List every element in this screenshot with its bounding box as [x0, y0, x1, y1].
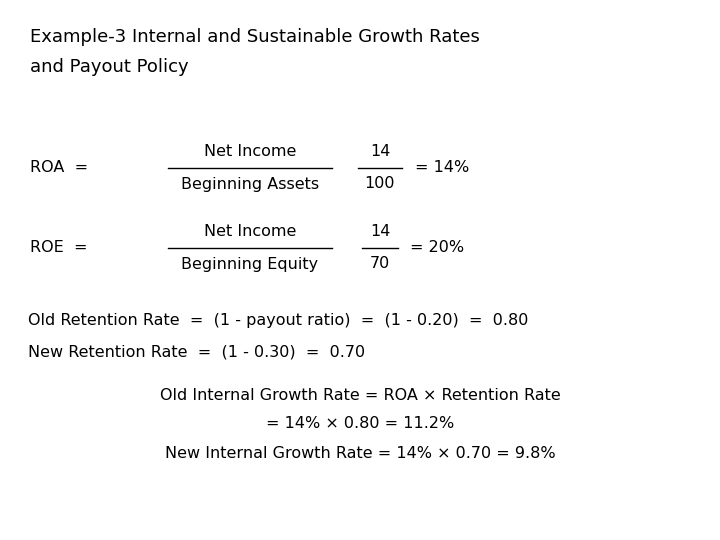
Text: Net Income: Net Income	[204, 145, 296, 159]
Text: 100: 100	[365, 177, 395, 192]
Text: 14: 14	[370, 225, 390, 240]
Text: = 14% × 0.80 = 11.2%: = 14% × 0.80 = 11.2%	[266, 415, 454, 430]
Text: New Retention Rate  =  (1 - 0.30)  =  0.70: New Retention Rate = (1 - 0.30) = 0.70	[28, 345, 365, 360]
Text: Old Retention Rate  =  (1 - payout ratio)  =  (1 - 0.20)  =  0.80: Old Retention Rate = (1 - payout ratio) …	[28, 313, 528, 327]
Text: ROA  =: ROA =	[30, 160, 88, 176]
Text: = 14%: = 14%	[415, 160, 469, 176]
Text: 70: 70	[370, 256, 390, 272]
Text: New Internal Growth Rate = 14% × 0.70 = 9.8%: New Internal Growth Rate = 14% × 0.70 = …	[165, 446, 555, 461]
Text: Example-3 Internal and Sustainable Growth Rates: Example-3 Internal and Sustainable Growt…	[30, 28, 480, 46]
Text: Beginning Assets: Beginning Assets	[181, 177, 319, 192]
Text: = 20%: = 20%	[410, 240, 464, 255]
Text: Net Income: Net Income	[204, 225, 296, 240]
Text: Old Internal Growth Rate = ROA × Retention Rate: Old Internal Growth Rate = ROA × Retenti…	[160, 388, 560, 402]
Text: Beginning Equity: Beginning Equity	[181, 256, 318, 272]
Text: 14: 14	[370, 145, 390, 159]
Text: and Payout Policy: and Payout Policy	[30, 58, 189, 76]
Text: ROE  =: ROE =	[30, 240, 88, 255]
